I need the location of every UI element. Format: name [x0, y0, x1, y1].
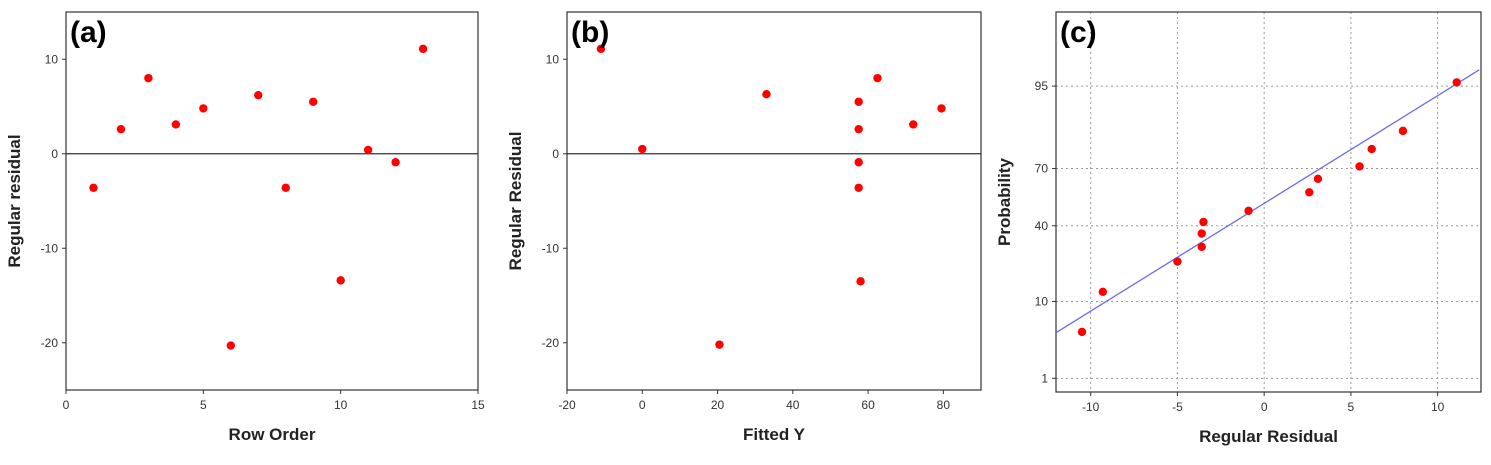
x-axis-title: Row Order [229, 425, 316, 444]
data-point [1355, 162, 1364, 171]
data-point [715, 340, 724, 349]
x-tick-label: 0 [639, 398, 646, 412]
data-point [1398, 126, 1408, 136]
data-point [854, 158, 863, 167]
data-point [226, 341, 235, 350]
data-point [1452, 78, 1461, 87]
data-point [1197, 242, 1206, 251]
x-tick-label: 0 [1261, 400, 1268, 414]
panel-label: (c) [1060, 16, 1097, 49]
data-point [909, 120, 918, 129]
y-axis-title: Probability [995, 158, 1014, 246]
data-point [199, 104, 208, 113]
data-point [363, 145, 373, 155]
data-point [1098, 287, 1108, 296]
plot-frame [65, 11, 479, 391]
x-tick-label: 15 [471, 398, 485, 412]
data-point [1244, 206, 1253, 216]
panel-c: -10 -5 0 5 10 1 10 40 70 95 (c) Regular Residual Pro… [995, 11, 1482, 446]
data-point [596, 44, 606, 54]
panel-label: (a) [70, 16, 107, 49]
data-point [856, 277, 865, 286]
plot-frame [1055, 11, 1482, 393]
data-point [116, 124, 126, 134]
data-point [854, 183, 863, 192]
data-point [1305, 188, 1314, 197]
data-point [309, 97, 318, 106]
x-axis-title: Regular Residual [1199, 427, 1338, 446]
x-tick-label: 60 [861, 398, 875, 412]
y-tick-label: 95 [1035, 79, 1049, 93]
data-point [854, 124, 863, 134]
y-tick-label: -20 [41, 336, 59, 350]
x-tick-label: 80 [937, 398, 951, 412]
x-tick-label: -10 [1082, 400, 1100, 414]
x-tick-label: 40 [786, 398, 800, 412]
data-point [144, 73, 153, 83]
data-point [171, 120, 181, 129]
data-point [1367, 144, 1376, 154]
y-tick-label: 10 [546, 52, 560, 66]
data-point [281, 183, 290, 192]
data-point [1313, 174, 1323, 183]
x-axis-title: Fitted Y [743, 425, 806, 444]
x-tick-label: 0 [63, 398, 70, 412]
plot-frame [566, 11, 982, 391]
y-tick-label: 10 [45, 52, 59, 66]
panel-label: (b) [571, 16, 609, 49]
y-tick-label: 10 [1035, 294, 1049, 308]
x-tick-label: 20 [711, 398, 725, 412]
y-tick-label: 40 [1035, 219, 1049, 233]
data-point [762, 90, 771, 99]
data-point [391, 158, 400, 167]
data-point [1197, 229, 1206, 238]
data-point [1077, 327, 1087, 337]
y-tick-label: 0 [552, 147, 559, 161]
data-point [937, 104, 946, 113]
data-point [873, 73, 882, 83]
y-tick-label: -10 [542, 241, 560, 255]
x-tick-label: 10 [334, 398, 348, 412]
fit-line [1055, 69, 1480, 334]
data-point [89, 183, 98, 192]
y-axis-title: Regular residual [5, 134, 24, 267]
y-tick-label: 0 [51, 147, 58, 161]
x-tick-label: 10 [1431, 400, 1445, 414]
x-tick-label: 5 [200, 398, 207, 412]
y-tick-label: -10 [41, 241, 59, 255]
data-point [336, 276, 345, 285]
data-point [854, 97, 863, 106]
y-tick-label: -20 [542, 336, 560, 350]
data-point [1199, 217, 1208, 227]
x-tick-label: 5 [1348, 400, 1355, 414]
panel-a: 0 5 10 15 -20 -10 0 10 (a) Row Order Regular resid… [5, 11, 485, 444]
data-point [418, 44, 428, 54]
data-point [254, 90, 263, 100]
y-tick-label: 1 [1041, 371, 1048, 385]
x-tick-label: -20 [558, 398, 576, 412]
data-point [638, 144, 647, 154]
y-tick-label: 70 [1035, 162, 1049, 176]
y-axis-title: Regular Residual [506, 132, 525, 271]
data-point [1173, 257, 1182, 266]
panel-b: -20 0 20 40 60 80 -20 -10 0 10 (b) Fitted Y Regular … [506, 11, 982, 444]
x-tick-label: -5 [1172, 400, 1183, 414]
